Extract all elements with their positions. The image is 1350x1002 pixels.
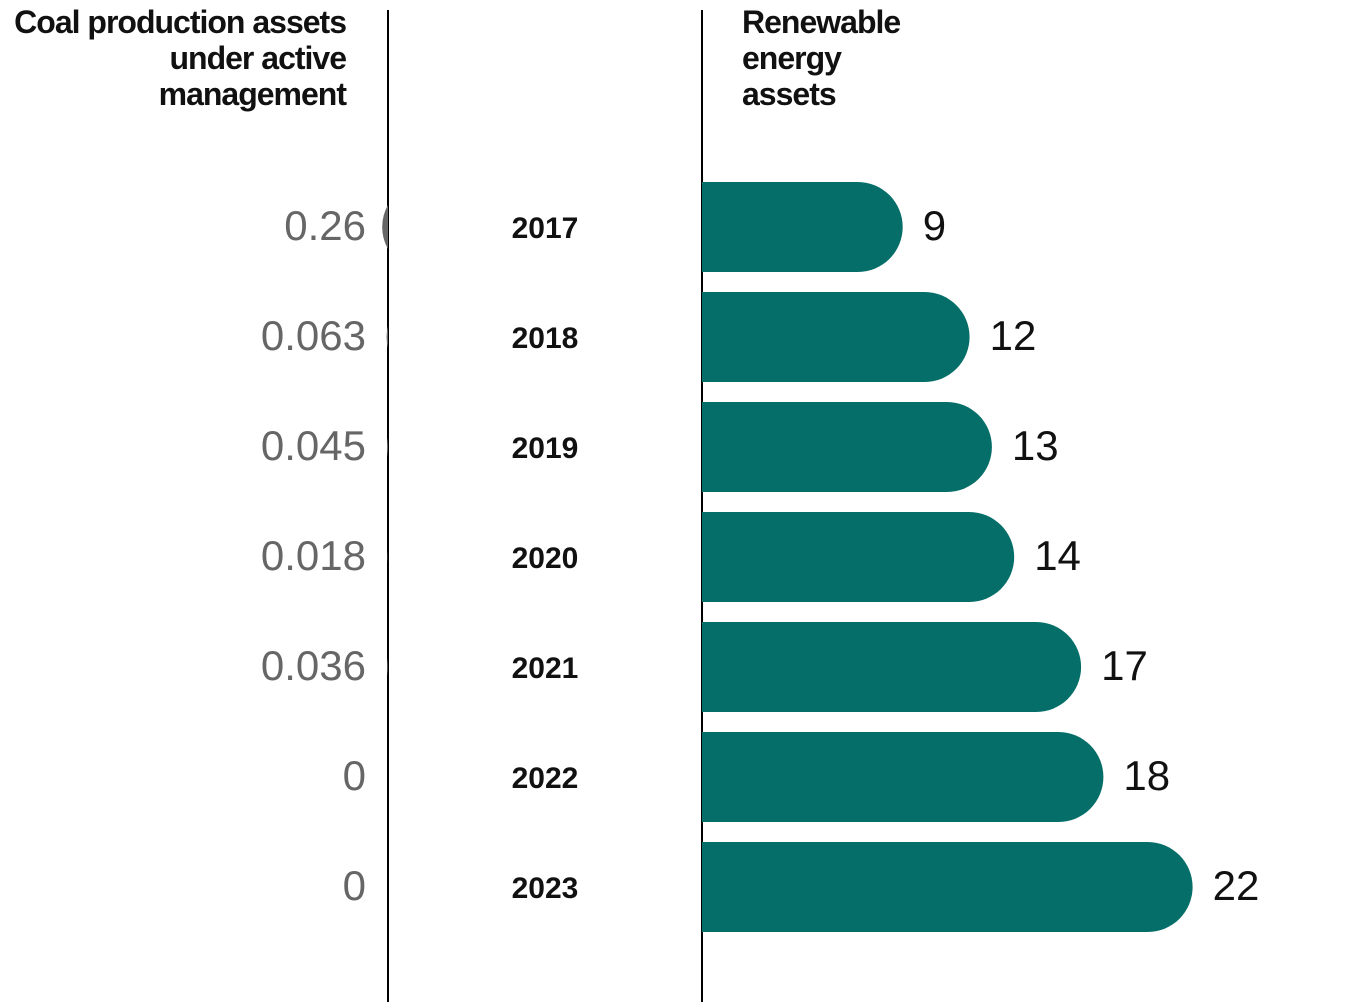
value-label: 18 [1123, 752, 1170, 799]
category-label: 2018 [512, 322, 579, 355]
bar [702, 292, 970, 382]
bar [387, 658, 388, 676]
category-label: 2022 [512, 762, 579, 795]
series-header: Renewable energy assets [742, 4, 901, 112]
value-label: 17 [1101, 642, 1148, 689]
value-label: 0.063 [261, 312, 366, 359]
bar [386, 325, 388, 349]
bar [386, 437, 388, 457]
category-label: 2017 [512, 212, 579, 245]
bar [702, 512, 1015, 602]
bar [702, 402, 992, 492]
value-label: 0.045 [261, 422, 366, 469]
bar [382, 204, 388, 250]
value-label: 22 [1213, 862, 1260, 909]
value-label: 0.26 [284, 202, 366, 249]
value-label: 0.018 [261, 532, 366, 579]
bar [702, 842, 1193, 932]
value-label: 13 [1012, 422, 1059, 469]
category-label: 2020 [512, 542, 579, 575]
bar [702, 622, 1082, 712]
bar [702, 182, 903, 272]
value-label: 12 [990, 312, 1037, 359]
value-label: 0 [343, 862, 366, 909]
series-header: Coal production assets under active mana… [14, 4, 347, 112]
category-label: 2019 [512, 432, 579, 465]
value-label: 0 [343, 752, 366, 799]
category-label: 2021 [512, 652, 579, 685]
value-label: 14 [1034, 532, 1081, 579]
value-label: 0.036 [261, 642, 366, 689]
category-label: 2023 [512, 872, 579, 905]
bar [702, 732, 1104, 822]
value-label: 9 [923, 202, 946, 249]
